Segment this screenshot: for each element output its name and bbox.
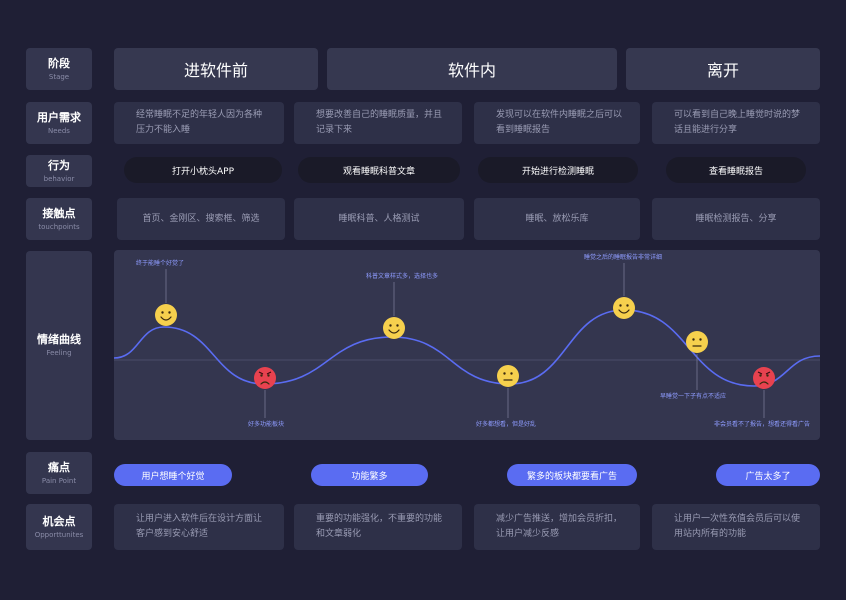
face-eye: [699, 338, 702, 341]
face-eye: [766, 374, 769, 377]
row-label-en: touchpoints: [38, 222, 80, 231]
pain-point: 用户想睡个好觉: [114, 464, 232, 486]
behavior-pill: 查看睡眠报告: [666, 157, 806, 183]
emotion-annotation: 非会员看不了报告，想看还得看广告: [714, 420, 810, 428]
face-eye: [692, 338, 695, 341]
face-eye: [626, 304, 629, 307]
angry-face-icon: [753, 367, 775, 389]
face-eye: [260, 374, 263, 377]
face-eye: [168, 311, 171, 314]
touchpoint-cell: 首页、金刚区、搜索框、筛选: [117, 198, 285, 240]
face-eye: [389, 324, 392, 327]
face-eye: [267, 374, 270, 377]
row-label-en: Stage: [48, 72, 70, 81]
emotion-annotation: 科普文章样式多，选择也多: [366, 272, 438, 280]
needs-cell: 想要改善自己的睡眠质量，并且记录下来: [294, 102, 462, 144]
face-brow: [757, 371, 771, 375]
angry-face-icon: [254, 367, 276, 389]
row-label-cn: 行为: [48, 158, 70, 172]
face-eye: [510, 372, 513, 375]
needs-cell: 经常睡眠不足的年轻人因为各种压力不能入睡: [114, 102, 284, 144]
behavior-pill: 打开小枕头APP: [124, 157, 282, 183]
row-label-en: Feeling: [46, 349, 72, 357]
row-label-cn: 阶段: [48, 56, 70, 70]
neutral-face-icon: [497, 365, 519, 387]
row-label-cn: 情绪曲线: [37, 333, 81, 346]
row-label-stage: 阶段 Stage: [26, 48, 92, 90]
row-label-needs: 用户需求 Needs: [26, 102, 92, 144]
row-label-en: behavior: [43, 174, 75, 183]
emotion-annotation: 好多都想看，但是好乱: [476, 420, 536, 428]
face-mouth: [388, 329, 400, 334]
row-label-cn: 接触点: [42, 206, 76, 220]
pain-point: 广告太多了: [716, 464, 820, 486]
row-label-pain: 痛点 Pain Point: [26, 452, 92, 494]
needs-cell: 发现可以在软件内睡眠之后可以看到睡眠报告: [474, 102, 640, 144]
opportunity-cell: 减少广告推送，增加会员折扣，让用户减少反感: [474, 504, 640, 550]
row-label-en: Pain Point: [41, 476, 77, 485]
row-label-cn: 用户需求: [37, 110, 81, 124]
row-label-en: Needs: [48, 126, 70, 135]
emotion-annotation: 好多功能板块: [248, 420, 284, 428]
face-brow: [258, 371, 272, 375]
touchpoint-cell: 睡眠、放松乐库: [474, 198, 640, 240]
pain-point: 繁多的板块都要看广告: [507, 464, 637, 486]
opportunity-cell: 让用户进入软件后在设计方面让客户感到安心舒适: [114, 504, 284, 550]
row-label-feeling: 情绪曲线 Feeling: [26, 251, 92, 440]
row-label-touchpoints: 接触点 touchpoints: [26, 198, 92, 240]
row-label-en: Opporttunites: [34, 530, 84, 539]
face-eye: [619, 304, 622, 307]
pain-point: 功能繁多: [311, 464, 428, 486]
touchpoint-cell: 睡眠检测报告、分享: [652, 198, 820, 240]
emotion-annotation: 终于能睡个好觉了: [136, 259, 184, 267]
face-eye: [396, 324, 399, 327]
stage-inside: 软件内: [327, 48, 617, 90]
needs-cell: 可以看到自己晚上睡觉时说的梦话且能进行分享: [652, 102, 820, 144]
face-mouth: [618, 309, 630, 314]
face-eye: [759, 374, 762, 377]
row-label-opportunities: 机会点 Opporttunites: [26, 504, 92, 550]
face-mouth: [160, 316, 172, 321]
face-mouth: [759, 381, 769, 385]
row-label-cn: 痛点: [48, 460, 70, 474]
behavior-pill: 观看睡眠科普文章: [298, 157, 460, 183]
stage-leave: 离开: [626, 48, 820, 90]
behavior-pill: 开始进行检测睡眠: [478, 157, 638, 183]
stage-before: 进软件前: [114, 48, 318, 90]
happy-face-icon: [383, 317, 405, 339]
touchpoint-cell: 睡眠科普、人格测试: [294, 198, 464, 240]
opportunity-cell: 重要的功能强化，不重要的功能和文章弱化: [294, 504, 462, 550]
row-label-cn: 机会点: [42, 514, 76, 528]
emotion-annotation: 睡觉之后的睡眠报告非常详细: [584, 253, 662, 261]
emotion-chart: 终于能睡个好觉了好多功能板块 科普文章样式多，选择也多好多都想看，但是好乱 睡觉之后…: [114, 250, 820, 440]
happy-face-icon: [155, 304, 177, 326]
neutral-face-icon: [686, 331, 708, 353]
face-eye: [161, 311, 164, 314]
happy-face-icon: [613, 297, 635, 319]
face-mouth: [260, 381, 270, 385]
face-eye: [503, 372, 506, 375]
emotion-curve: [114, 309, 820, 387]
emotion-annotation: 早睡觉一下子有点不适应: [660, 392, 726, 400]
row-label-behavior: 行为 behavior: [26, 155, 92, 187]
opportunity-cell: 让用户一次性充值会员后可以使用站内所有的功能: [652, 504, 820, 550]
